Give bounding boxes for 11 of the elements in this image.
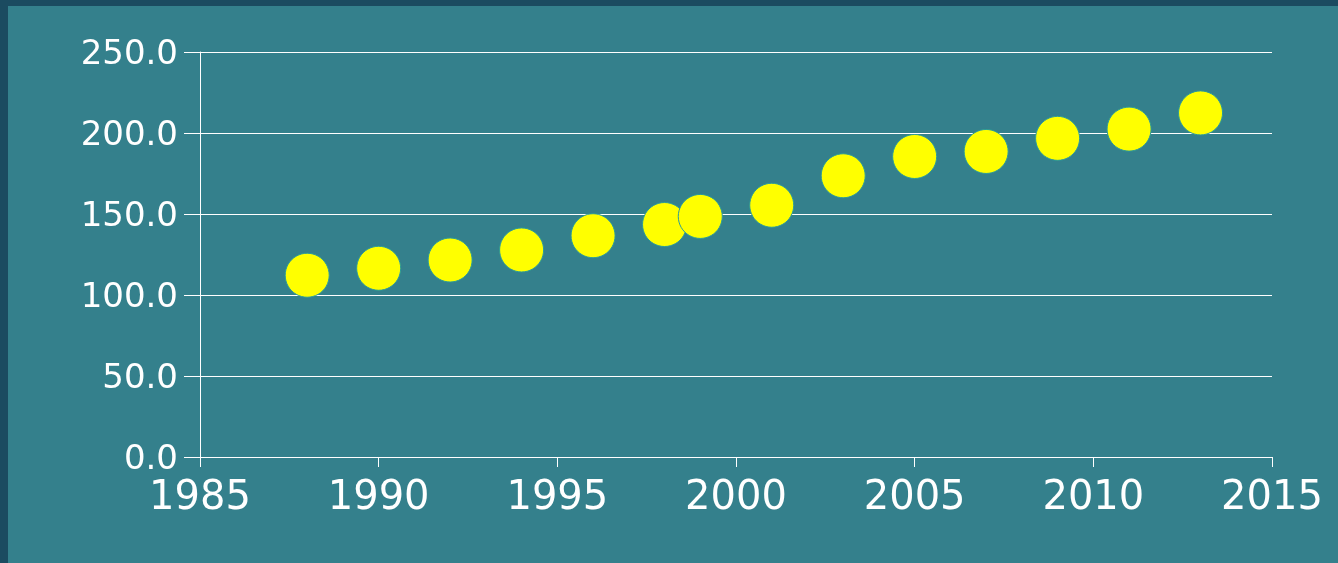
- x-tick-label: 2015: [1221, 472, 1323, 518]
- y-tick-label: 250.0: [80, 32, 178, 72]
- x-tick-label: 2010: [1042, 472, 1145, 518]
- x-tick-label: 2000: [685, 472, 787, 518]
- y-tick-label: 150.0: [80, 194, 178, 234]
- x-tick-label: 1995: [506, 472, 609, 518]
- y-tick-label: 50.0: [102, 356, 178, 396]
- x-tick-label: 1990: [327, 472, 430, 518]
- y-tick-label: 100.0: [80, 275, 178, 315]
- x-tick-label: 2005: [863, 472, 966, 518]
- y-tick-label: 200.0: [80, 113, 178, 153]
